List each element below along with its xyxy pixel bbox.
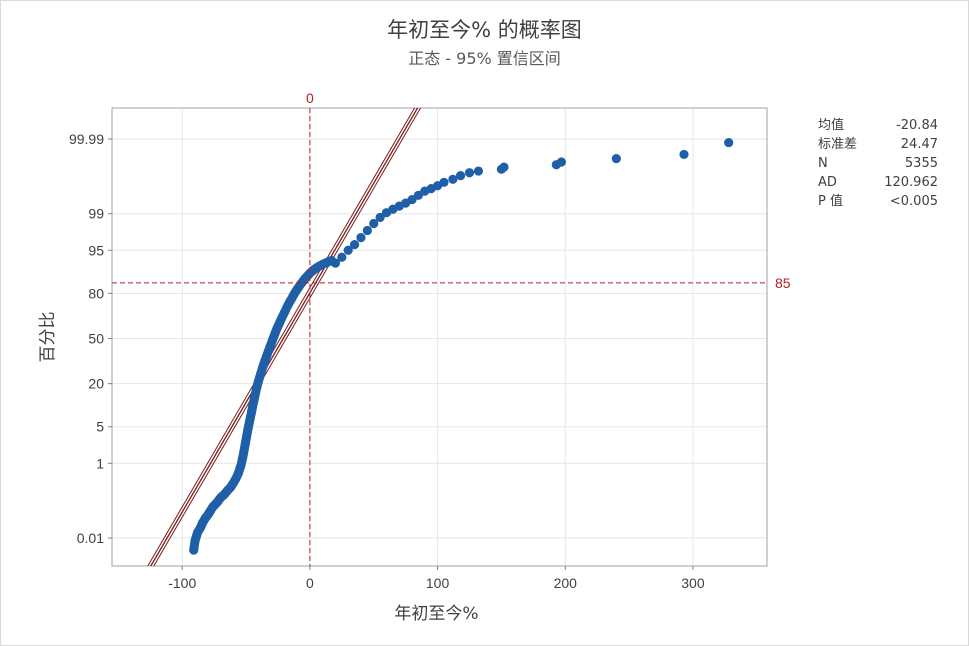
y-tick-label: 5 xyxy=(96,419,104,435)
reference-label-y: 85 xyxy=(775,275,791,291)
data-point xyxy=(362,225,372,236)
y-tick-label: 99.99 xyxy=(69,131,104,147)
x-tick-label: 100 xyxy=(426,575,450,591)
y-tick-label: 1 xyxy=(96,455,104,471)
statistics-panel: 均值 -20.84 标准差 24.47 N 5355 AD 120.962 P 值 <0.005 xyxy=(818,116,938,211)
stat-value: 120.962 xyxy=(884,175,938,190)
y-tick-label: 95 xyxy=(88,242,104,258)
x-axis-label: 年初至今% xyxy=(394,604,478,624)
reference-label-x: 0 xyxy=(306,90,314,106)
confidence-band xyxy=(147,108,416,566)
y-tick-label: 80 xyxy=(88,285,104,301)
confidence-band xyxy=(153,108,422,566)
data-point xyxy=(356,233,366,243)
y-axis-label: 百分比 xyxy=(38,312,58,363)
stat-row: 标准差 24.47 xyxy=(818,135,938,154)
data-point xyxy=(325,256,335,266)
data-point xyxy=(556,157,567,167)
x-tick-label: 200 xyxy=(554,575,578,591)
stat-value: 24.47 xyxy=(900,137,938,152)
chart-subtitle: 正态 - 95% 置信区间 xyxy=(408,49,561,68)
plot-border xyxy=(111,107,768,567)
x-tick-label: 0 xyxy=(306,575,314,591)
data-point xyxy=(499,162,509,172)
data-point xyxy=(439,177,449,187)
y-tick-label: 99 xyxy=(88,206,104,222)
stat-row: 均值 -20.84 xyxy=(818,116,938,135)
fitted-line xyxy=(150,108,419,566)
stat-row: AD 120.962 xyxy=(818,173,938,192)
stat-row: N 5355 xyxy=(818,154,938,173)
data-point xyxy=(473,166,484,176)
y-tick-label: 50 xyxy=(88,331,104,347)
data-point xyxy=(464,168,475,178)
y-tick-label: 20 xyxy=(88,376,104,392)
stat-label: P 值 xyxy=(818,194,843,209)
data-point xyxy=(611,154,621,164)
data-point xyxy=(369,218,379,229)
data-point xyxy=(349,239,360,250)
data-point xyxy=(375,212,385,223)
stat-label: 均值 xyxy=(818,118,845,133)
y-tick-label: 0.01 xyxy=(77,530,104,546)
stat-value: 5355 xyxy=(904,156,938,171)
stat-row: P 值 <0.005 xyxy=(818,192,938,211)
data-point xyxy=(679,149,689,160)
data-point xyxy=(724,137,734,148)
x-tick-label: 300 xyxy=(681,575,705,591)
stat-value: <0.005 xyxy=(889,194,938,209)
chart-title: 年初至今% 的概率图 xyxy=(387,18,582,42)
data-points xyxy=(189,137,734,555)
stat-value: -20.84 xyxy=(896,118,938,133)
data-point xyxy=(455,171,466,181)
stat-label: 标准差 xyxy=(818,137,858,152)
data-point xyxy=(448,174,458,184)
stat-label: AD xyxy=(818,175,837,190)
data-point xyxy=(337,252,347,262)
fit-lines xyxy=(147,108,422,566)
data-point xyxy=(343,245,353,255)
stat-label: N xyxy=(818,156,828,171)
x-tick-label: -100 xyxy=(168,575,196,591)
